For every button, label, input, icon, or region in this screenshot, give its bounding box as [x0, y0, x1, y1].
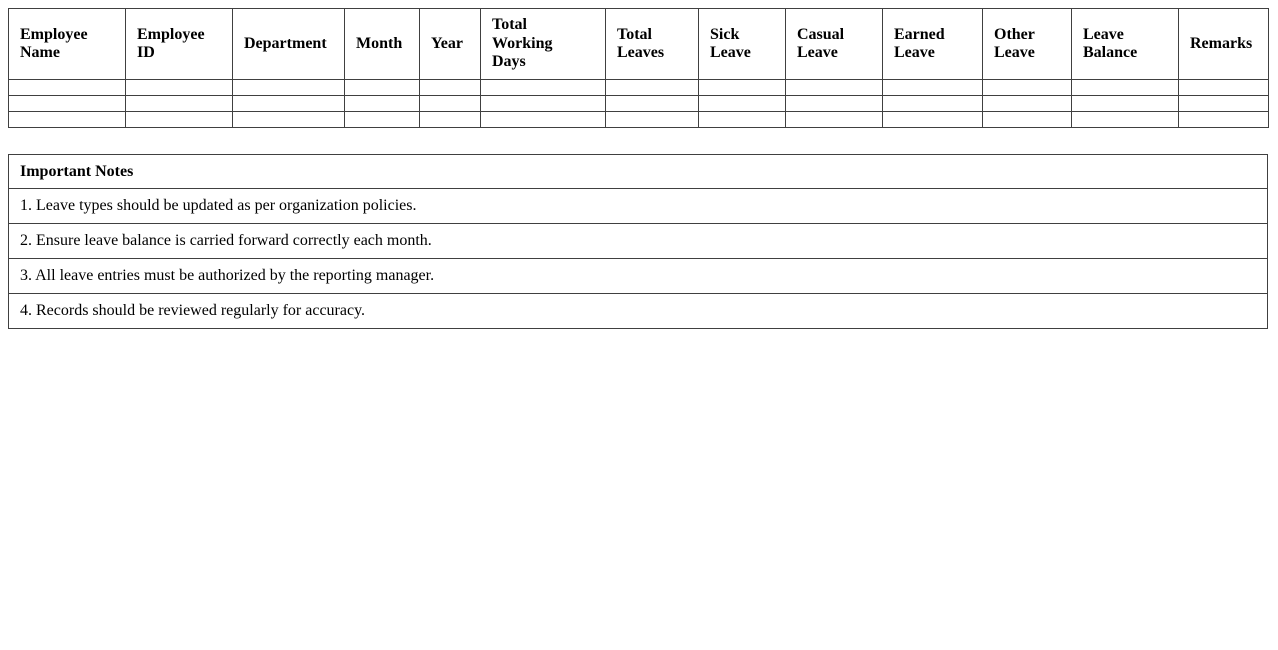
cell-year-row-3 — [419, 111, 481, 128]
cell-employee-id-row-2 — [125, 95, 233, 112]
leave-table-row-1 — [8, 79, 1269, 96]
note-text-4: 4. Records should be reviewed regularly … — [8, 293, 1268, 329]
column-header-employee-name: Employee Name — [8, 8, 126, 80]
column-header-other-leave: Other Leave — [982, 8, 1072, 80]
cell-earned-leave-row-3 — [882, 111, 983, 128]
note-row-3: 3. All leave entries must be authorized … — [8, 258, 1268, 294]
cell-month-row-2 — [344, 95, 420, 112]
cell-casual-leave-row-3 — [785, 111, 883, 128]
note-row-1: 1. Leave types should be updated as per … — [8, 188, 1268, 224]
notes-body: 1. Leave types should be updated as per … — [8, 188, 1268, 329]
column-header-employee-id: Employee ID — [125, 8, 233, 80]
note-text-1: 1. Leave types should be updated as per … — [8, 188, 1268, 224]
leave-table-row-3 — [8, 111, 1269, 128]
cell-employee-name-row-1 — [8, 79, 126, 96]
cell-employee-name-row-2 — [8, 95, 126, 112]
note-text-3: 3. All leave entries must be authorized … — [8, 258, 1268, 294]
cell-remarks-row-2 — [1178, 95, 1269, 112]
cell-department-row-2 — [232, 95, 345, 112]
cell-total-leaves-row-1 — [605, 79, 699, 96]
notes-title-row: Important Notes — [8, 154, 1268, 189]
notes-title: Important Notes — [8, 154, 1268, 189]
column-header-leave-balance: Leave Balance — [1071, 8, 1179, 80]
cell-leave-balance-row-2 — [1071, 95, 1179, 112]
cell-department-row-1 — [232, 79, 345, 96]
note-text-2: 2. Ensure leave balance is carried forwa… — [8, 223, 1268, 259]
cell-employee-name-row-3 — [8, 111, 126, 128]
leave-table-body — [8, 79, 1269, 128]
cell-total-leaves-row-2 — [605, 95, 699, 112]
column-header-total-working-days: Total Working Days — [480, 8, 606, 80]
leave-tracker-table: Employee Name Employee ID Department Month Y… — [8, 8, 1269, 128]
column-header-casual-leave: Casual Leave — [785, 8, 883, 80]
leave-table-row-2 — [8, 95, 1269, 112]
cell-earned-leave-row-1 — [882, 79, 983, 96]
cell-month-row-1 — [344, 79, 420, 96]
column-header-year: Year — [419, 8, 481, 80]
cell-employee-id-row-3 — [125, 111, 233, 128]
cell-total-working-days-row-1 — [480, 79, 606, 96]
column-header-department: Department — [232, 8, 345, 80]
cell-month-row-3 — [344, 111, 420, 128]
column-header-earned-leave: Earned Leave — [882, 8, 983, 80]
cell-sick-leave-row-3 — [698, 111, 786, 128]
cell-total-leaves-row-3 — [605, 111, 699, 128]
cell-sick-leave-row-1 — [698, 79, 786, 96]
cell-other-leave-row-1 — [982, 79, 1072, 96]
cell-other-leave-row-2 — [982, 95, 1072, 112]
column-header-sick-leave: Sick Leave — [698, 8, 786, 80]
cell-casual-leave-row-1 — [785, 79, 883, 96]
cell-remarks-row-3 — [1178, 111, 1269, 128]
cell-total-working-days-row-2 — [480, 95, 606, 112]
column-header-total-leaves: Total Leaves — [605, 8, 699, 80]
cell-other-leave-row-3 — [982, 111, 1072, 128]
cell-remarks-row-1 — [1178, 79, 1269, 96]
note-row-4: 4. Records should be reviewed regularly … — [8, 293, 1268, 329]
cell-earned-leave-row-2 — [882, 95, 983, 112]
column-header-remarks: Remarks — [1178, 8, 1269, 80]
cell-department-row-3 — [232, 111, 345, 128]
cell-employee-id-row-1 — [125, 79, 233, 96]
cell-year-row-1 — [419, 79, 481, 96]
cell-total-working-days-row-3 — [480, 111, 606, 128]
column-header-month: Month — [344, 8, 420, 80]
cell-casual-leave-row-2 — [785, 95, 883, 112]
note-row-2: 2. Ensure leave balance is carried forwa… — [8, 223, 1268, 259]
important-notes-table: Important Notes 1. Leave types should be… — [8, 154, 1268, 329]
cell-leave-balance-row-1 — [1071, 79, 1179, 96]
cell-leave-balance-row-3 — [1071, 111, 1179, 128]
cell-sick-leave-row-2 — [698, 95, 786, 112]
leave-table-header-row: Employee Name Employee ID Department Month Y… — [8, 8, 1269, 80]
cell-year-row-2 — [419, 95, 481, 112]
